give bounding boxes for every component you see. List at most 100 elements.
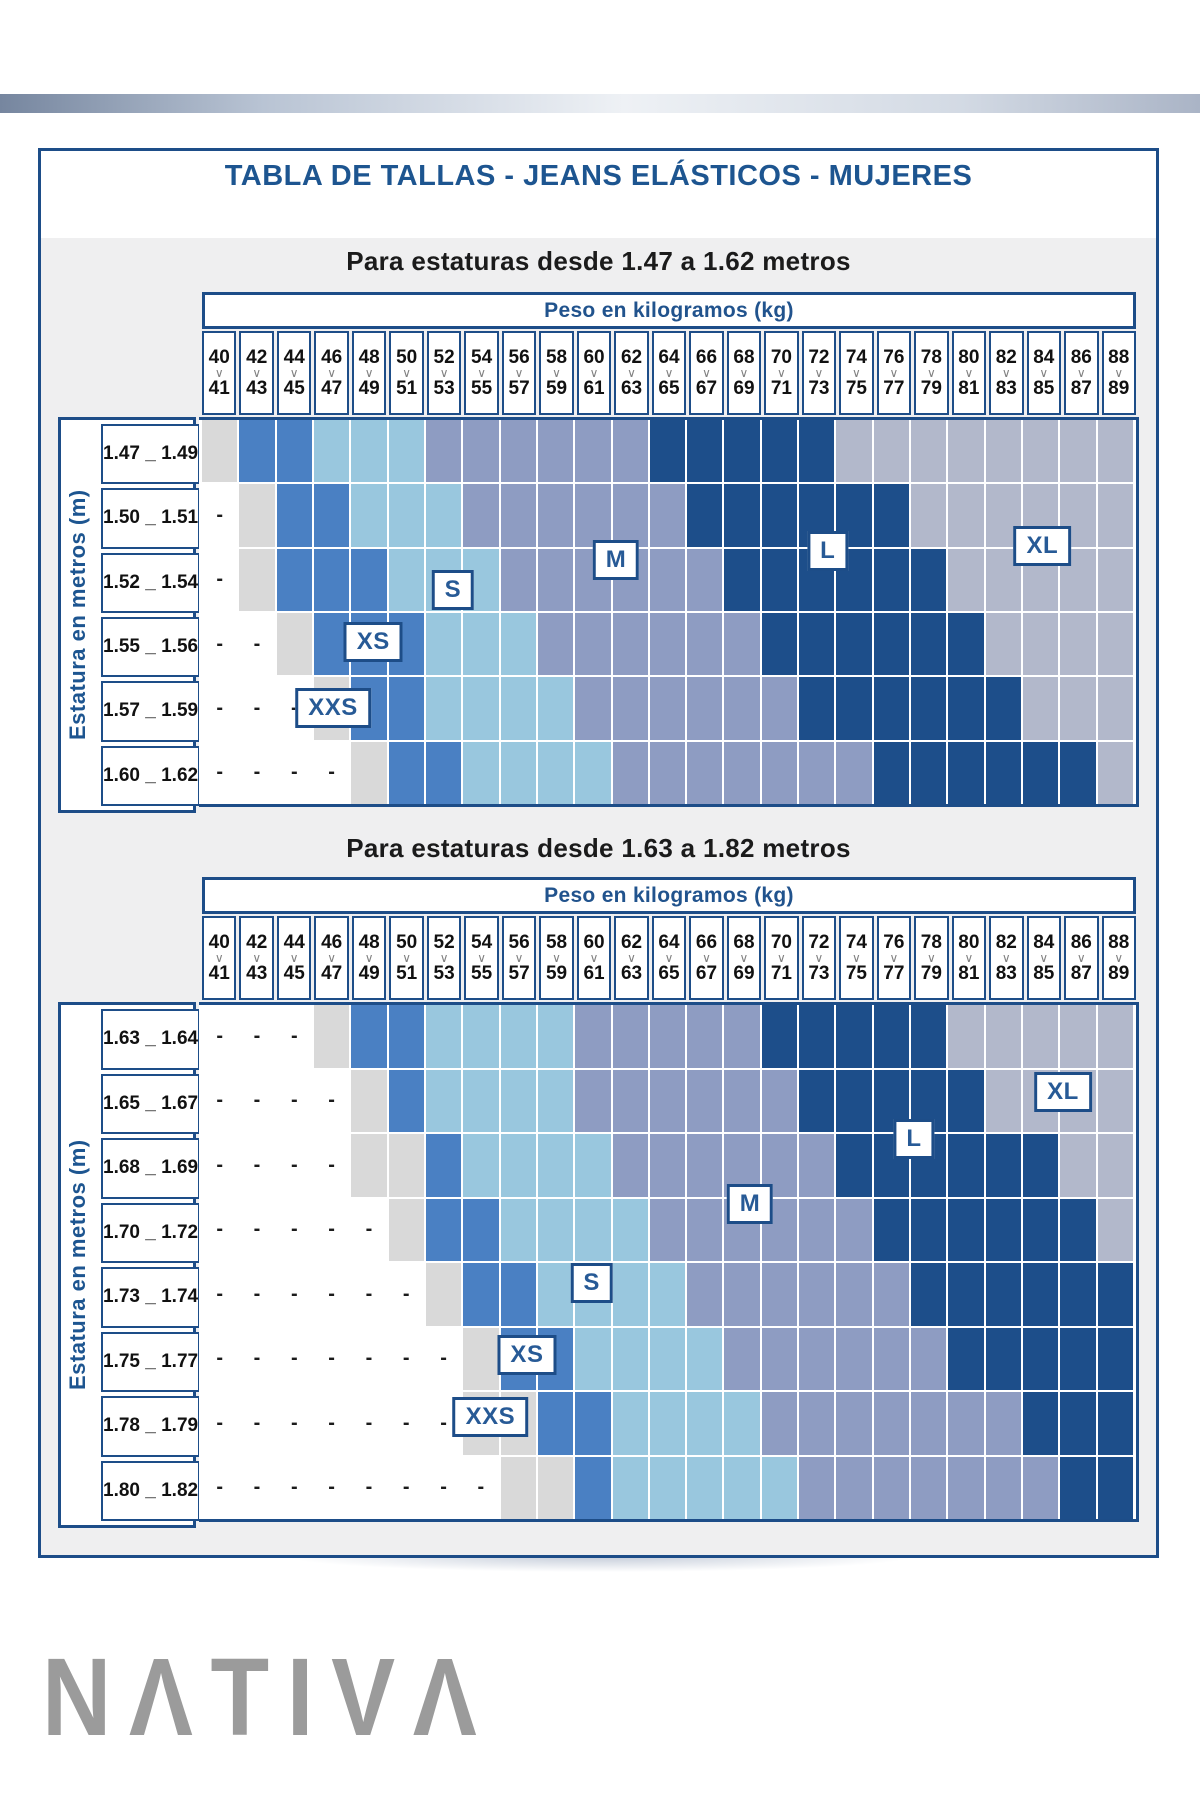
height-range-label: 1.57 _ 1.59 [101,681,201,742]
grid-cell-p [873,1263,910,1326]
grid-cell-p [761,1327,798,1390]
grid-cell-g [239,484,275,547]
grid-cell-d: - [239,1134,275,1197]
height-range-label: 1.70 _ 1.72 [101,1202,201,1263]
grid-cell-p [724,1005,760,1068]
grid-cell-lb [612,1456,648,1519]
height-range-label: 1.63 _ 1.64 [101,1009,201,1070]
grid-cell-n [948,1069,984,1132]
grid-cell-lb [425,1005,462,1068]
grid-cell-d: - [388,1392,424,1455]
grid-cell-p [687,1263,723,1326]
weight-column-header: 70 ∨ 71 [764,331,799,415]
grid-cell-p [649,484,686,547]
grid-cell-n [948,1263,984,1326]
grid-cell-n [687,420,723,483]
grid-cell-n [799,1005,835,1068]
grid-cell-lb [388,484,424,547]
weight-column-header: 50 ∨ 51 [389,916,424,1000]
grid-cell-d: - [388,1456,424,1519]
table2-grid: ----------------------------------------… [199,1002,1139,1522]
weight-column-header: 88 ∨ 89 [1101,331,1136,415]
grid-cell-n [985,677,1022,740]
range-chevron-icon: ∨ [1076,950,1086,965]
grid-cell-d: - [388,1327,424,1390]
range-chevron-icon: ∨ [851,365,861,380]
grid-cell-g [202,420,238,483]
grid-cell-lv [1097,548,1133,611]
range-chevron-icon: ∨ [702,950,711,965]
grid-cell-p [761,1263,798,1326]
grid-cell-p [799,1198,835,1261]
grid-cell-lv [985,1005,1022,1068]
grid-cell-d: - [202,1198,238,1261]
range-chevron-icon: ∨ [252,365,262,380]
range-chevron-icon: ∨ [552,950,561,965]
weight-column-header: 74 ∨ 75 [839,916,874,1000]
grid-cell-n [1097,1327,1133,1390]
weight-column-header: 46 ∨ 47 [314,916,349,1000]
range-chevron-icon: ∨ [1001,365,1011,380]
weight-column-header: 44 ∨ 45 [276,331,312,415]
grid-cell-p [687,1069,723,1132]
grid-cell-p [649,1198,686,1261]
grid-cell-lv [1097,1134,1133,1197]
weight-column-header: 82 ∨ 83 [989,916,1024,1000]
grid-cell-d: - [276,1456,312,1519]
grid-cell-lv [1097,1005,1133,1068]
grid-cell-d: - [239,1392,275,1455]
weight-column-header: 60 ∨ 61 [576,916,612,1000]
grid-cell-p [948,1456,984,1519]
grid-cell-d: - [202,1069,238,1132]
grid-cell-d: - [351,1327,387,1390]
grid-cell-p [575,1069,611,1132]
grid-cell-b [351,548,387,611]
grid-cell-lb [575,741,611,804]
range-chevron-icon: ∨ [964,365,974,380]
grid-cell-lb [575,1134,611,1197]
grid-cell-lb [500,1069,536,1132]
grid-cell-p [911,1392,947,1455]
grid-cell-n [1023,1198,1059,1261]
grid-cell-d: - [313,1134,350,1197]
weight-column-header: 78 ∨ 79 [914,331,949,415]
grid-cell-n [948,1134,984,1197]
size-label-xl: XL [1034,1071,1092,1112]
weight-column-header: 54 ∨ 55 [464,916,499,1000]
grid-cell-d: - [425,1456,462,1519]
size-label-s: S [570,1262,613,1303]
grid-cell-d: - [463,1456,499,1519]
weight-column-header: 86 ∨ 87 [1064,331,1099,415]
grid-cell-d: - [202,741,238,804]
grid-cell-p [687,612,723,676]
range-chevron-icon: ∨ [327,950,337,965]
grid-cell-d: - [202,677,238,740]
grid-cell-lb [687,1392,723,1455]
weight-column-header: 58 ∨ 59 [539,916,574,1000]
height-range-label: 1.73 _ 1.74 [101,1267,201,1328]
grid-cell-lb [575,1327,611,1390]
weight-column-header: 86 ∨ 87 [1064,916,1099,1000]
grid-cell-n [799,420,835,483]
weight-column-header: 40 ∨ 41 [202,331,237,415]
grid-cell-p [537,612,574,676]
weight-column-header: 42 ∨ 43 [239,331,274,415]
grid-cell-g [388,1134,424,1197]
grid-cell-n [687,484,723,547]
weight-column-header: 80 ∨ 81 [951,916,987,1000]
grid-cell-d: - [313,1392,350,1455]
grid-cell-lv [1097,612,1133,676]
range-chevron-icon: ∨ [1114,365,1124,380]
range-chevron-icon: ∨ [1076,365,1086,380]
grid-cell-n [836,612,872,676]
grid-cell-g [313,1005,350,1068]
grid-cell-p [836,1198,872,1261]
range-chevron-icon: ∨ [777,950,786,965]
range-chevron-icon: ∨ [739,950,749,965]
height-range-label: 1.68 _ 1.69 [101,1138,201,1199]
table2-weight-header: Peso en kilogramos (kg) [202,877,1136,914]
range-chevron-icon: ∨ [402,365,412,380]
range-chevron-icon: ∨ [889,365,899,380]
grid-cell-p [537,420,574,483]
grid-cell-lv [873,420,910,483]
